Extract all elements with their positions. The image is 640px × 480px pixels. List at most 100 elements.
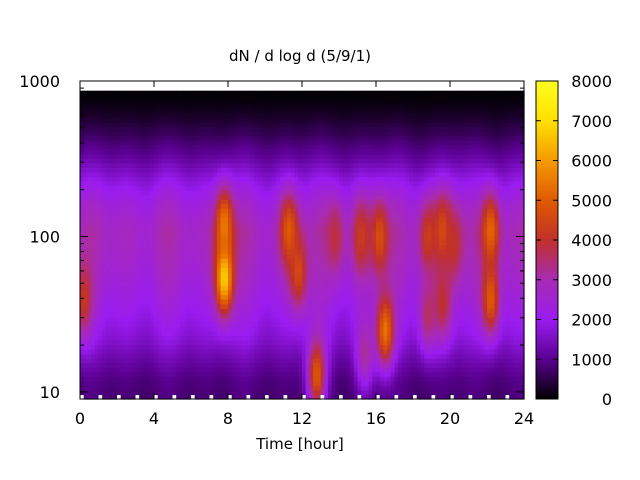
heatmap-cell xyxy=(224,339,229,346)
heatmap-cell xyxy=(194,112,199,118)
heatmap-cell xyxy=(183,267,188,273)
heatmap-cell xyxy=(224,90,229,96)
heatmap-cell xyxy=(120,376,125,382)
heatmap-cell xyxy=(239,117,244,123)
heatmap-cell xyxy=(342,321,347,327)
heatmap-cell xyxy=(220,208,225,214)
heatmap-cell xyxy=(131,258,137,264)
heatmap-cell xyxy=(287,262,292,268)
heatmap-cell xyxy=(305,81,310,87)
heatmap-cell xyxy=(157,121,162,128)
heatmap-cell xyxy=(302,158,307,164)
heatmap-cell xyxy=(142,280,148,287)
heatmap-cell xyxy=(316,199,322,205)
heatmap-cell xyxy=(324,217,329,223)
heatmap-cell xyxy=(135,203,140,209)
heatmap-cell xyxy=(290,185,296,191)
heatmap-cell xyxy=(191,380,196,386)
heatmap-cell xyxy=(146,235,151,241)
heatmap-cell xyxy=(161,235,166,241)
heatmap-cell xyxy=(80,367,85,373)
heatmap-cell xyxy=(324,394,329,400)
heatmap-cell xyxy=(135,130,140,137)
heatmap-cell xyxy=(242,121,248,128)
heatmap-cell xyxy=(98,217,103,223)
heatmap-cell xyxy=(105,126,111,132)
heatmap-cell xyxy=(168,308,174,314)
heatmap-cell xyxy=(120,212,125,218)
heatmap-cell xyxy=(191,194,196,200)
heatmap-cell xyxy=(183,240,188,246)
heatmap-cell xyxy=(313,358,318,364)
heatmap-cell xyxy=(228,253,233,259)
heatmap-cell xyxy=(168,289,174,296)
heatmap-cell xyxy=(231,217,236,223)
heatmap-cell xyxy=(290,321,296,327)
heatmap-cell xyxy=(154,267,159,273)
heatmap-cell xyxy=(80,149,85,155)
heatmap-cell xyxy=(246,394,251,400)
heatmap-cell xyxy=(294,85,299,91)
heatmap-cell xyxy=(146,371,151,377)
heatmap-cell xyxy=(290,199,296,205)
heatmap-cell xyxy=(331,153,336,159)
heatmap-cell xyxy=(246,367,251,373)
heatmap-cell xyxy=(250,108,255,114)
heatmap-cell xyxy=(265,194,270,200)
heatmap-cell xyxy=(228,349,233,355)
heatmap-cell xyxy=(257,217,262,223)
heatmap-cell xyxy=(124,180,129,187)
heatmap-cell xyxy=(113,199,118,205)
heatmap-cell xyxy=(113,108,118,114)
heatmap-cell xyxy=(168,249,174,255)
heatmap-cell xyxy=(324,326,329,332)
heatmap-cell xyxy=(253,212,259,218)
heatmap-cell xyxy=(327,190,333,196)
heatmap-cell xyxy=(165,203,170,209)
heatmap-cell xyxy=(239,208,244,214)
heatmap-cell xyxy=(220,308,225,314)
heatmap-cell xyxy=(128,121,133,128)
heatmap-cell xyxy=(253,94,259,100)
heatmap-cell xyxy=(320,267,325,273)
heatmap-cell xyxy=(98,362,103,368)
heatmap-cell xyxy=(194,376,199,382)
heatmap-cell xyxy=(198,153,203,159)
heatmap-cell xyxy=(302,149,307,155)
heatmap-cell xyxy=(109,185,114,191)
heatmap-cell xyxy=(191,208,196,214)
heatmap-cell xyxy=(290,353,296,359)
heatmap-cell xyxy=(302,212,307,218)
heatmap-cell xyxy=(246,81,251,87)
heatmap-cell xyxy=(113,121,118,128)
heatmap-cell xyxy=(191,344,196,350)
heatmap-cell xyxy=(198,171,203,177)
heatmap-cell xyxy=(168,335,174,341)
heatmap-cell xyxy=(98,212,103,218)
heatmap-cell xyxy=(187,303,192,309)
heatmap-cell xyxy=(302,171,307,177)
heatmap-cell xyxy=(87,371,92,377)
heatmap-cell xyxy=(142,190,148,196)
heatmap-cell xyxy=(113,235,118,241)
heatmap-cell xyxy=(128,167,133,173)
heatmap-cell xyxy=(316,376,322,382)
heatmap-cell xyxy=(272,171,277,177)
heatmap-cell xyxy=(324,90,329,96)
heatmap-cell xyxy=(216,212,222,218)
heatmap-cell xyxy=(316,162,322,168)
heatmap-cell xyxy=(142,176,148,182)
heatmap-cell xyxy=(91,321,96,327)
heatmap-cell xyxy=(268,99,273,105)
heatmap-cell xyxy=(279,353,285,359)
heatmap-cell xyxy=(157,312,162,318)
heatmap-cell xyxy=(279,276,285,282)
heatmap-cell xyxy=(176,194,181,200)
heatmap-cell xyxy=(202,112,207,118)
heatmap-cell xyxy=(120,94,125,100)
heatmap-cell xyxy=(216,180,222,187)
heatmap-cell xyxy=(239,330,244,336)
heatmap-cell xyxy=(157,85,162,91)
heatmap-cell xyxy=(87,271,92,277)
heatmap-cell xyxy=(209,203,214,209)
